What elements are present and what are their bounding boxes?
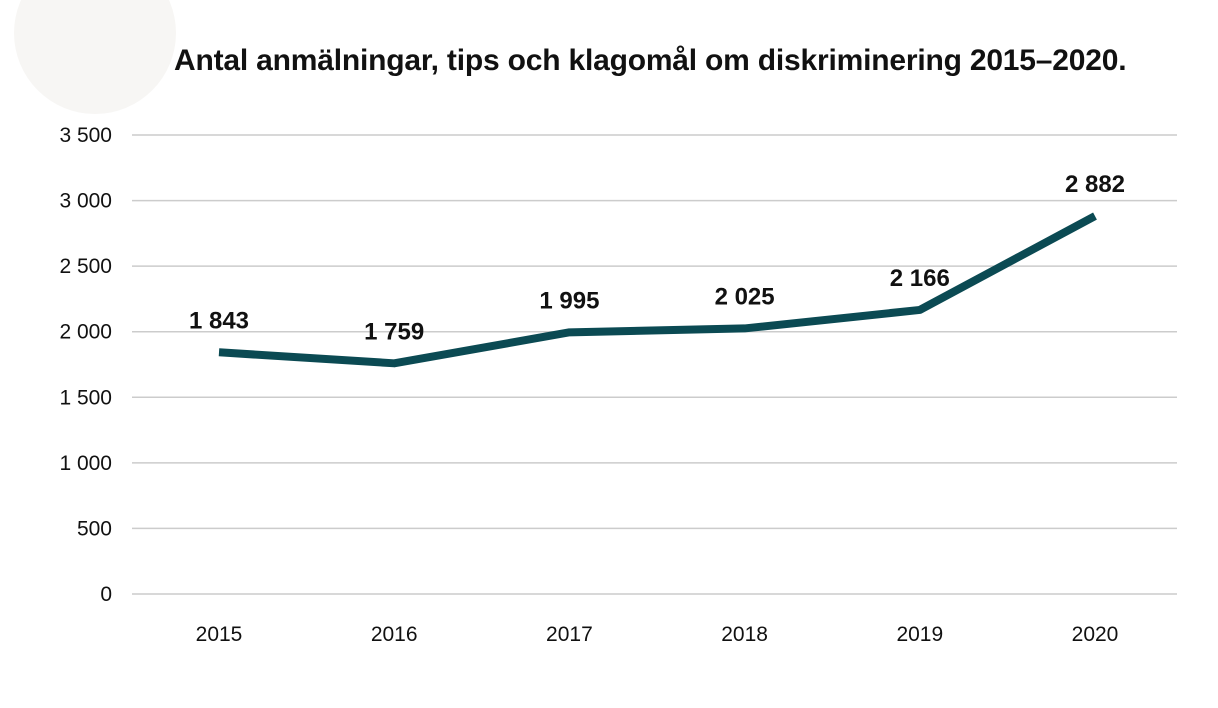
data-label: 2 166 [890,265,950,292]
gridlines [132,134,1177,595]
y-tick-label: 2 500 [59,255,112,278]
series-layer [218,212,1097,368]
y-tick-label: 3 000 [59,190,112,213]
x-tick-label: 2020 [1072,623,1119,646]
data-label: 1 759 [364,318,424,345]
y-tick-label: 1 500 [59,386,112,409]
y-tick-label: 2 000 [59,321,112,344]
y-tick-label: 1 000 [59,452,112,475]
x-tick-label: 2017 [546,623,593,646]
x-tick-label: 2016 [371,623,418,646]
data-labels: 1 843 1 759 1 995 2 025 2 166 2 882 [189,171,1125,345]
series-line [218,212,1097,368]
y-tick-label: 500 [77,517,112,540]
y-tick-label: 3 500 [59,124,112,147]
x-tick-label: 2019 [896,623,943,646]
data-label: 1 995 [539,287,599,314]
chart-title: Antal anmälningar, tips och klagomål om … [174,44,1127,77]
x-axis-tick-labels: 2015 2016 2017 2018 2019 2020 [196,623,1119,646]
data-label: 2 025 [715,283,775,310]
y-axis-tick-labels: 0 500 1 000 1 500 2 000 2 500 3 000 3 500 [59,124,112,606]
x-tick-label: 2015 [196,623,243,646]
data-label: 1 843 [189,307,249,334]
y-tick-label: 0 [100,583,112,606]
data-label: 2 882 [1065,171,1125,198]
x-tick-label: 2018 [721,623,768,646]
